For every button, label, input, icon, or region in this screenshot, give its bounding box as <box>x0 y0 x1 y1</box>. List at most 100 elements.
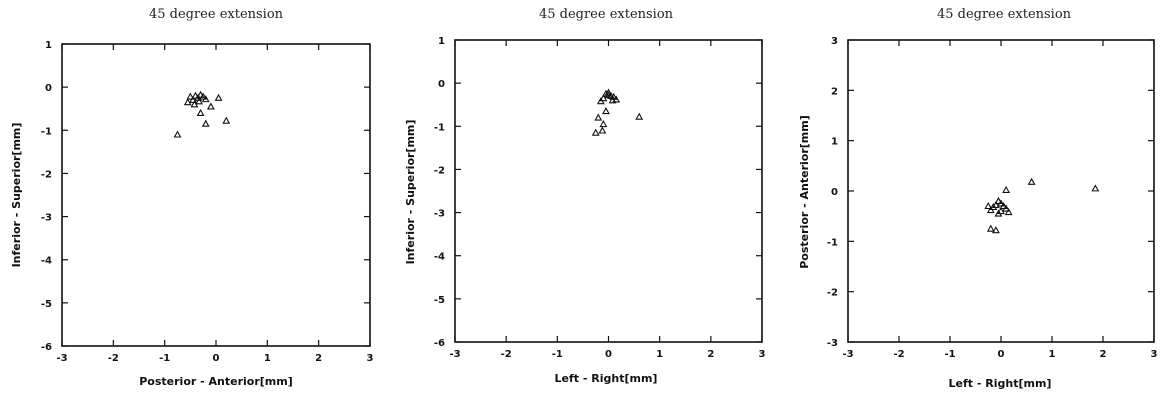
panel-2-data-point <box>612 95 621 103</box>
panel-2-y-tick-label: -2 <box>434 165 445 176</box>
panel-2-data-point <box>602 107 610 115</box>
panel-1-data-point <box>186 92 195 100</box>
panel-1-data-point <box>201 95 210 103</box>
panel-2-y-axis-label: Inferior - Superior[mm] <box>404 120 417 265</box>
panel-3-x-tick-label: 2 <box>1100 349 1107 360</box>
panel-3-y-tick-label: -3 <box>827 338 838 349</box>
panel-1-data-point <box>199 92 208 100</box>
panel-1-data-point <box>214 93 223 101</box>
panel-1-y-axis-label: Inferior - Superior[mm] <box>10 123 23 268</box>
panel-1-data-point <box>195 97 203 105</box>
panel-1-data-point <box>183 98 192 106</box>
panel-2-x-tick-label: 1 <box>656 349 663 360</box>
panel-1-ticks: -3 -2 -1 0 1 2 3 1 0 -1 -2 -3 -4 -5 -6 <box>41 40 374 364</box>
panel-3-data-point <box>989 202 998 211</box>
panel-2-title: 45 degree extension <box>539 7 674 22</box>
panel-1-x-tick-label: -2 <box>108 353 119 364</box>
panel-1-x-tick-label: 0 <box>213 353 220 364</box>
panel-1-y-tick-label: -3 <box>41 213 52 224</box>
panel-2-y-tick-label: -5 <box>434 295 445 306</box>
panel-3-x-tick-label: 3 <box>1151 349 1158 360</box>
panel-2-data-point <box>591 128 600 136</box>
panel-2-data-point <box>604 88 613 96</box>
panel-1-y-tick-label: 1 <box>45 40 52 51</box>
panel-3-data-point <box>1002 185 1011 193</box>
panel-2-y-tick-label: -1 <box>434 122 445 133</box>
panel-3: 45 degree extension Left - Right[mm] Pos… <box>798 7 1158 390</box>
panel-1: 45 degree extension Posterior - Anterior… <box>10 7 374 388</box>
panel-1-x-tick-label: 1 <box>264 353 271 364</box>
panel-2-x-axis-label: Left - Right[mm] <box>555 372 658 385</box>
panel-3-data-point <box>1027 177 1036 185</box>
panel-3-y-axis-label: Posterior - Anterior[mm] <box>798 115 811 269</box>
panel-2-ticks: -3 -2 -1 0 1 2 3 1 0 -1 -2 -3 -4 -5 -6 <box>434 36 766 360</box>
panel-1-data-point <box>196 108 205 116</box>
panel-3-title: 45 degree extension <box>937 7 1072 22</box>
panel-3-ticks: -3 -2 -1 0 1 2 3 3 2 1 0 -1 -2 -3 <box>827 36 1158 360</box>
panel-1-y-tick-label: -5 <box>41 299 52 310</box>
panel-2-marks <box>591 88 644 136</box>
panel-2-y-tick-label: -6 <box>434 338 445 349</box>
panel-1-marks <box>173 90 231 138</box>
panel-3-y-tick-label: 2 <box>831 86 838 97</box>
panel-1-x-tick-label: -1 <box>159 353 170 364</box>
panel-1-data-point <box>206 102 215 110</box>
panel-1-data-point <box>191 91 200 99</box>
panel-2-x-tick-label: 0 <box>605 349 612 360</box>
panel-2-y-tick-label: -3 <box>434 209 445 220</box>
panel-3-x-tick-label: 1 <box>1049 349 1056 360</box>
panel-3-data-point <box>1004 208 1013 216</box>
panel-3-x-tick-label: -1 <box>944 349 955 360</box>
panel-1-y-tick-label: -2 <box>41 169 52 180</box>
panel-2-data-point <box>602 89 610 97</box>
panel-2-x-tick-label: 3 <box>759 349 766 360</box>
panel-3-marks <box>984 177 1100 234</box>
panel-3-x-tick-label: -3 <box>842 349 853 360</box>
panel-1-data-point <box>222 116 231 124</box>
panel-1-plot-frame <box>61 43 371 347</box>
panel-3-y-tick-label: 1 <box>831 137 838 148</box>
panel-3-x-tick-label: -2 <box>893 349 904 360</box>
panel-3-x-axis-label: Left - Right[mm] <box>949 377 1052 390</box>
panel-2-plot-frame <box>454 39 763 343</box>
panel-3-data-point <box>994 196 1003 205</box>
panel-3-x-tick-label: 0 <box>998 349 1005 360</box>
panel-1-data-point <box>173 130 182 138</box>
panel-2-data-point <box>596 97 605 105</box>
panel-1-data-point <box>188 95 197 104</box>
panel-2-data-point <box>599 94 608 102</box>
panel-2-x-tick-label: -2 <box>501 349 512 360</box>
panel-1-title: 45 degree extension <box>149 7 284 22</box>
panel-1-y-tick-label: -1 <box>41 126 52 137</box>
panel-2-data-point <box>599 119 608 128</box>
panel-3-data-point <box>991 200 1000 209</box>
panel-3-data-point <box>986 224 995 232</box>
panel-3-data-point <box>994 209 1003 217</box>
panel-1-data-point <box>201 119 210 127</box>
panel-2-data-point <box>594 113 603 121</box>
panel-1-x-tick-label: 3 <box>367 353 374 364</box>
panel-1-y-tick-label: -6 <box>41 342 52 353</box>
panel-3-y-tick-label: -1 <box>827 237 838 248</box>
panel-1-x-tick-label: -3 <box>56 353 67 364</box>
panel-3-data-point <box>997 207 1005 215</box>
panel-3-data-point <box>1091 184 1100 192</box>
panel-3-data-point <box>986 205 995 214</box>
panel-1-x-tick-label: 2 <box>315 353 322 364</box>
panel-3-data-point <box>997 199 1005 207</box>
panel-3-data-point <box>1002 204 1011 212</box>
panel-3-data-point <box>984 201 993 210</box>
panel-2-y-tick-label: 0 <box>438 79 445 90</box>
panel-2-data-point <box>635 112 644 120</box>
panel-3-data-point <box>999 201 1008 210</box>
panel-2-x-tick-label: -1 <box>552 349 563 360</box>
panel-2-data-point <box>598 126 607 134</box>
panel-2-x-tick-label: -3 <box>449 349 460 360</box>
panel-1-y-tick-label: -4 <box>41 256 52 267</box>
panel-3-y-tick-label: -2 <box>827 288 838 299</box>
panel-3-y-tick-label: 3 <box>831 36 838 47</box>
panel-2-x-tick-label: 2 <box>707 349 714 360</box>
panel-2-y-tick-label: 1 <box>438 36 445 47</box>
panel-3-plot-frame <box>847 39 1155 343</box>
